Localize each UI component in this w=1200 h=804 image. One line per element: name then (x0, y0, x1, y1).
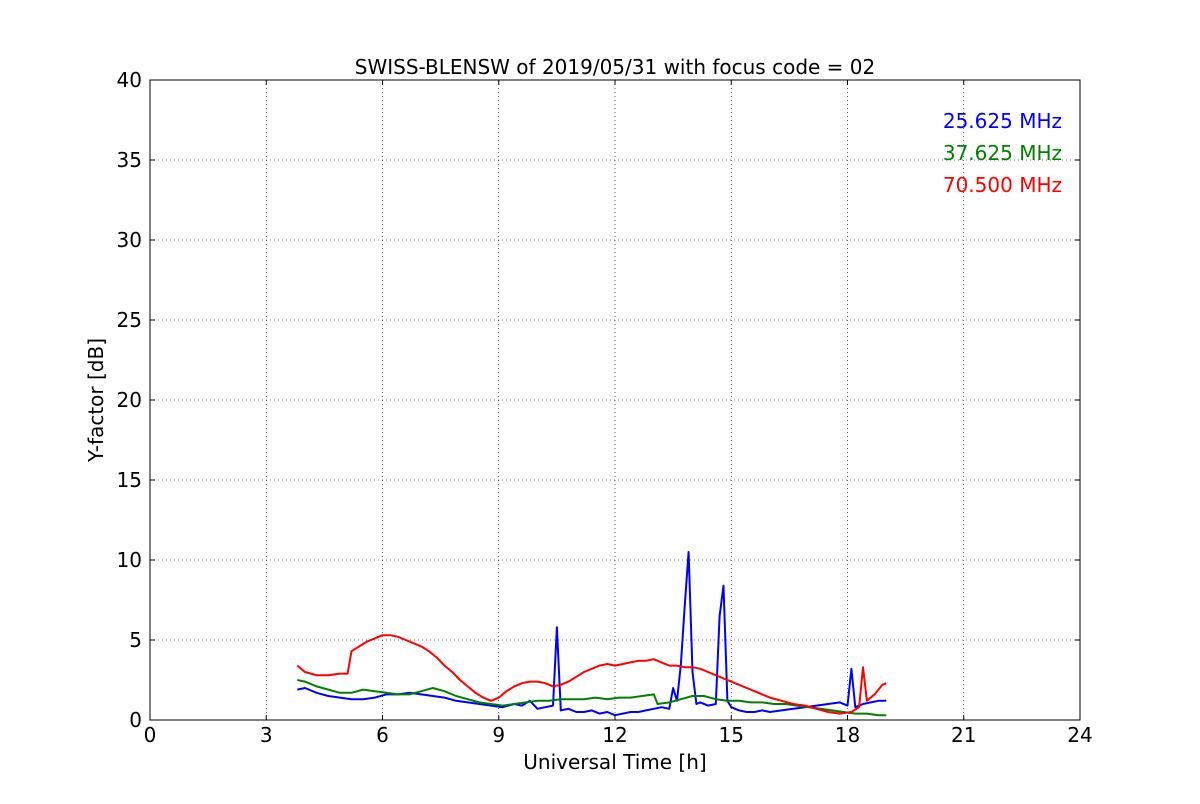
chart-title: SWISS-BLENSW of 2019/05/31 with focus co… (355, 55, 876, 79)
x-tick-label: 18 (835, 723, 860, 747)
x-tick-label: 0 (144, 723, 157, 747)
y-tick-label: 5 (129, 628, 142, 652)
x-tick-label: 6 (376, 723, 389, 747)
tick-labels: 0 3 6 9 12 15 18 21 24 0 5 10 15 20 25 30 35 40 (117, 68, 1093, 747)
series-line-0 (297, 551, 887, 717)
y-axis-label: Y-factor [dB] (84, 338, 108, 463)
y-tick-label: 20 (117, 388, 142, 412)
y-tick-label: 15 (117, 468, 142, 492)
legend-entry-1: 37.625 MHz (943, 141, 1062, 165)
x-tick-label: 12 (602, 723, 627, 747)
series-line-2 (296, 634, 887, 715)
series-line-1 (297, 679, 887, 717)
series-lines (296, 551, 887, 717)
y-tick-label: 40 (117, 68, 142, 92)
axis-ticks (149, 79, 1081, 721)
legend-entry-2: 70.500 MHz (943, 173, 1062, 197)
x-tick-label: 21 (951, 723, 976, 747)
y-tick-label: 30 (117, 228, 142, 252)
grid-lines (150, 80, 1080, 720)
x-tick-label: 3 (260, 723, 273, 747)
legend: 25.625 MHz 37.625 MHz 70.500 MHz (943, 109, 1062, 197)
x-tick-label: 15 (719, 723, 744, 747)
x-axis-label: Universal Time [h] (523, 750, 706, 774)
y-tick-label: 0 (129, 708, 142, 732)
y-tick-label: 10 (117, 548, 142, 572)
x-tick-label: 9 (492, 723, 505, 747)
y-tick-label: 35 (117, 148, 142, 172)
y-tick-label: 25 (117, 308, 142, 332)
legend-entry-0: 25.625 MHz (943, 109, 1062, 133)
x-tick-label: 24 (1067, 723, 1092, 747)
